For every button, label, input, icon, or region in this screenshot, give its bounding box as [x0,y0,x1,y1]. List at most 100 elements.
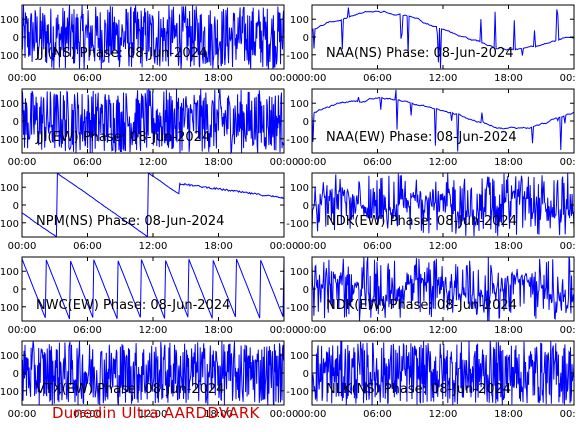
y-tick-label: 0 [303,285,309,296]
x-tick-label: 18:00 [494,325,523,336]
y-tick-label: -100 [286,387,309,398]
y-tick-label: 0 [303,201,309,212]
x-tick-label: 18:00 [494,241,523,252]
y-tick-label: 0 [13,285,19,296]
x-tick-label: 00:00 [560,157,576,168]
x-tick-label: 18:00 [494,157,523,168]
y-tick-label: 100 [290,351,309,362]
x-tick-label: 18:00 [204,157,233,168]
phase-series-line [21,88,285,155]
panel-title: VTX(EW) Phase: 08-Jun-2024 [36,382,224,397]
panel-title: NAA(EW) Phase: 08-Jun-2024 [326,130,517,145]
x-tick-label: 18:00 [494,409,523,420]
y-tick-label: 0 [13,201,19,212]
panel-title: NPM(NS) Phase: 08-Jun-2024 [36,214,224,229]
x-tick-label: 12:00 [429,325,458,336]
phase-panel: -100 0 100 00:00 06:00 12:00 18:00 00:00 VTX(EW)… [0,340,299,420]
x-tick-label: 00:00 [8,157,37,168]
y-tick-label: -100 [0,303,19,314]
x-tick-label: 00:00 [560,73,576,84]
y-tick-label: 0 [13,369,19,380]
x-tick-label: 12:00 [139,325,168,336]
phase-panel: -100 0 100 00:00 06:00 12:00 18:00 00:00 NLK(NS)… [286,340,576,420]
x-tick-label: 00:00 [8,73,37,84]
x-tick-label: 06:00 [73,409,102,420]
x-tick-label: 00:00 [8,325,37,336]
x-tick-label: 18:00 [204,409,233,420]
x-tick-label: 06:00 [73,73,102,84]
x-tick-label: 06:00 [363,325,392,336]
panel-title: NDK(EW) Phase: 08-Jun-2024 [326,298,517,313]
x-tick-label: 06:00 [73,241,102,252]
x-tick-label: 00:00 [560,241,576,252]
phase-series-line [21,5,285,69]
x-tick-label: 00:00 [270,409,299,420]
x-tick-label: 18:00 [204,325,233,336]
x-tick-label: 00:00 [560,325,576,336]
y-tick-label: -100 [286,303,309,314]
x-tick-label: 00:00 [298,73,327,84]
x-tick-label: 18:00 [494,73,523,84]
x-tick-label: 00:00 [298,325,327,336]
x-tick-label: 00:00 [270,73,299,84]
x-tick-label: 12:00 [139,241,168,252]
panel-title: JJI(EW) Phase: 08-Jun-2024 [35,130,210,145]
phase-panel: -100 0 100 00:00 06:00 12:00 18:00 00:00 NDK(EW)… [286,172,576,252]
x-tick-label: 06:00 [73,325,102,336]
x-tick-label: 00:00 [270,325,299,336]
phase-panel: -100 0 100 00:00 06:00 12:00 18:00 00:00 JJI(EW)… [0,88,299,168]
x-tick-label: 12:00 [429,409,458,420]
y-tick-label: -100 [0,51,19,62]
phase-panel: -100 0 100 00:00 06:00 12:00 18:00 00:00 NWC(EW)… [0,256,299,336]
phase-series-line [311,89,575,152]
x-tick-label: 12:00 [139,157,168,168]
phase-series-line [311,257,575,321]
panel-title: NLK(NS) Phase: 08-Jun-2024 [326,382,511,397]
panel-title: NAA(NS) Phase: 08-Jun-2024 [326,46,514,61]
x-tick-label: 06:00 [363,409,392,420]
x-tick-label: 00:00 [298,157,327,168]
x-tick-label: 12:00 [429,157,458,168]
x-tick-label: 00:00 [298,409,327,420]
y-tick-label: 100 [0,99,19,110]
y-tick-label: -100 [0,219,19,230]
x-tick-label: 00:00 [8,409,37,420]
x-tick-label: 12:00 [139,409,168,420]
x-tick-label: 00:00 [270,157,299,168]
phase-panel: -100 0 100 00:00 06:00 12:00 18:00 00:00 NDK(EW)… [286,256,576,336]
y-tick-label: 0 [13,33,19,44]
x-tick-label: 12:00 [139,73,168,84]
y-tick-label: 100 [0,267,19,278]
y-tick-label: -100 [0,387,19,398]
x-tick-label: 06:00 [363,157,392,168]
panel-title: NWC(EW) Phase: 08-Jun-2024 [36,298,230,313]
y-tick-label: 0 [13,117,19,128]
x-tick-label: 18:00 [204,241,233,252]
y-tick-label: 0 [303,117,309,128]
x-tick-label: 00:00 [298,241,327,252]
x-tick-label: 12:00 [429,73,458,84]
panel-title: JJI(NS) Phase: 08-Jun-2024 [35,46,207,61]
y-tick-label: -100 [286,135,309,146]
y-tick-label: 100 [0,15,19,26]
x-tick-label: 06:00 [363,73,392,84]
phase-series-line [311,340,575,405]
x-tick-label: 00:00 [560,409,576,420]
y-tick-label: 100 [0,183,19,194]
phase-series-line [311,173,575,237]
y-tick-label: 100 [290,267,309,278]
y-tick-label: -100 [0,135,19,146]
x-tick-label: 06:00 [73,157,102,168]
y-tick-label: 0 [303,369,309,380]
y-tick-label: 100 [290,183,309,194]
x-tick-label: 00:00 [8,241,37,252]
phase-panel: -100 0 100 00:00 06:00 12:00 18:00 00:00 JJI(NS)… [0,4,299,84]
y-tick-label: 0 [303,33,309,44]
x-tick-label: 12:00 [429,241,458,252]
phase-panel: -100 0 100 00:00 06:00 12:00 18:00 00:00 NAA(EW)… [286,88,576,168]
phase-panel: -100 0 100 00:00 06:00 12:00 18:00 00:00 NPM(NS)… [0,172,299,252]
x-tick-label: 00:00 [270,241,299,252]
x-tick-label: 06:00 [363,241,392,252]
y-tick-label: 100 [290,15,309,26]
